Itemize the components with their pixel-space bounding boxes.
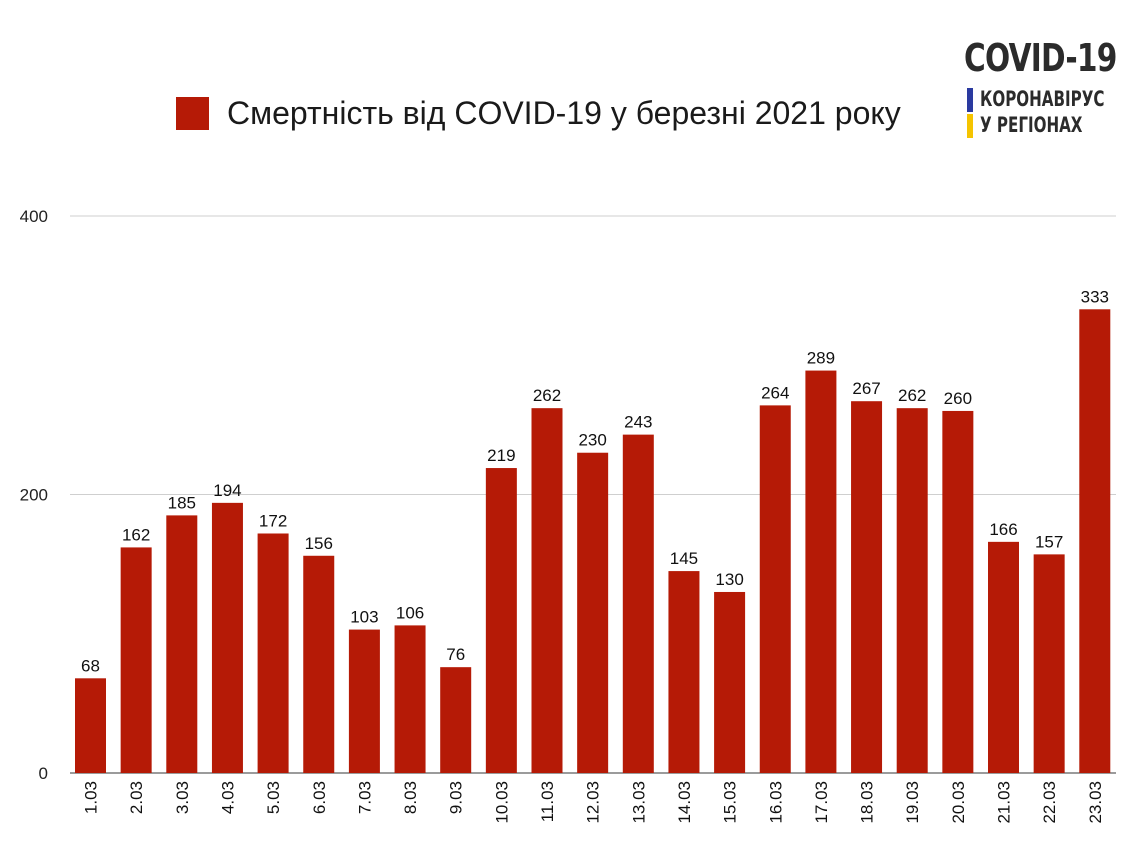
logo-yellow-bar [967,114,973,138]
legend-swatch [176,97,209,130]
bar-value-label: 162 [122,525,150,544]
x-tick-label: 13.03 [629,781,648,824]
bar-value-label: 289 [807,349,835,368]
bar [166,515,198,773]
bar [1033,554,1065,773]
bar-value-label: 194 [213,481,241,500]
x-tick-label: 7.03 [355,781,374,814]
bar [1079,309,1111,773]
bar [942,410,974,773]
bar [988,541,1019,773]
bar [303,555,335,773]
covid-logo: COVID-19 КОРОНАВІРУС У РЕГІОНАХ [964,36,1124,146]
x-tick-label: 4.03 [218,781,237,814]
x-tick-label: 2.03 [127,781,146,814]
x-tick-label: 16.03 [766,781,785,824]
x-tick-label: 20.03 [949,781,968,824]
bar [257,533,289,773]
bar [440,667,472,773]
bar-value-label: 230 [578,431,606,450]
y-axis-ticks: 0 200 400 [20,207,48,783]
bar-value-label: 166 [989,520,1017,539]
bar-value-label: 145 [670,549,698,568]
bar [348,629,380,773]
x-tick-label: 11.03 [538,781,557,822]
x-tick-label: 18.03 [858,781,877,824]
y-tick-label: 200 [20,486,48,505]
bar-value-label: 219 [487,446,515,465]
bar [485,468,517,773]
bar [622,434,654,773]
bar-value-label: 333 [1081,287,1109,306]
bar-value-label: 264 [761,383,789,402]
bar-value-label: 262 [533,386,561,405]
bar [896,408,928,773]
bar [759,405,791,773]
x-tick-label: 15.03 [721,781,740,824]
bar-value-label: 103 [350,608,378,627]
bar [211,502,243,773]
logo-line-1: КОРОНАВІРУС [980,87,1105,111]
x-tick-label: 23.03 [1086,781,1105,824]
x-tick-label: 5.03 [264,781,283,814]
x-tick-label: 1.03 [82,781,101,814]
x-tick-label: 9.03 [447,781,466,814]
y-tick-label: 0 [39,764,48,783]
logo-blue-bar [967,88,973,112]
x-tick-label: 8.03 [401,781,420,814]
x-tick-label: 10.03 [492,781,511,824]
bars [75,309,1111,773]
bar-value-label: 130 [715,570,743,589]
bar [851,401,883,773]
bar [577,452,609,773]
bar-value-label: 76 [446,645,465,664]
x-tick-label: 17.03 [812,781,831,824]
bar-value-label: 260 [944,389,972,408]
legend: Смертність від COVID-19 у березні 2021 р… [176,95,901,132]
x-tick-label: 22.03 [1040,781,1059,824]
logo-title: COVID-19 [964,36,1117,80]
bar [75,678,106,773]
logo-line-2: У РЕГІОНАХ [980,113,1083,137]
bar-value-label: 157 [1035,532,1063,551]
x-tick-label: 12.03 [584,781,603,824]
x-tick-label: 21.03 [995,781,1014,824]
bar-value-label: 243 [624,413,652,432]
bar-value-label: 262 [898,386,926,405]
bar [531,408,563,773]
bar-value-label: 267 [852,379,880,398]
bar [120,547,152,773]
bar-value-label: 68 [81,656,100,675]
bar [394,625,426,773]
bar [714,591,746,773]
bar-value-label: 185 [168,493,196,512]
value-labels: 68 162 185 194 172 156 103 106 76 219 262 230 243 145… [81,287,1109,675]
x-axis-ticks: 1.03 2.03 3.03 4.03 5.03 6.03 7.03 8.03 9.03 10.0… [82,781,1105,824]
bar-value-label: 172 [259,511,287,530]
bar [668,571,700,773]
y-tick-label: 400 [20,207,48,226]
bar-value-label: 106 [396,603,424,622]
x-tick-label: 6.03 [310,781,329,814]
x-tick-label: 3.03 [173,781,192,814]
bar [805,370,837,773]
x-tick-label: 19.03 [903,781,922,824]
legend-label: Смертність від COVID-19 у березні 2021 р… [227,95,901,131]
bar-value-label: 156 [305,534,333,553]
x-tick-label: 14.03 [675,781,694,824]
